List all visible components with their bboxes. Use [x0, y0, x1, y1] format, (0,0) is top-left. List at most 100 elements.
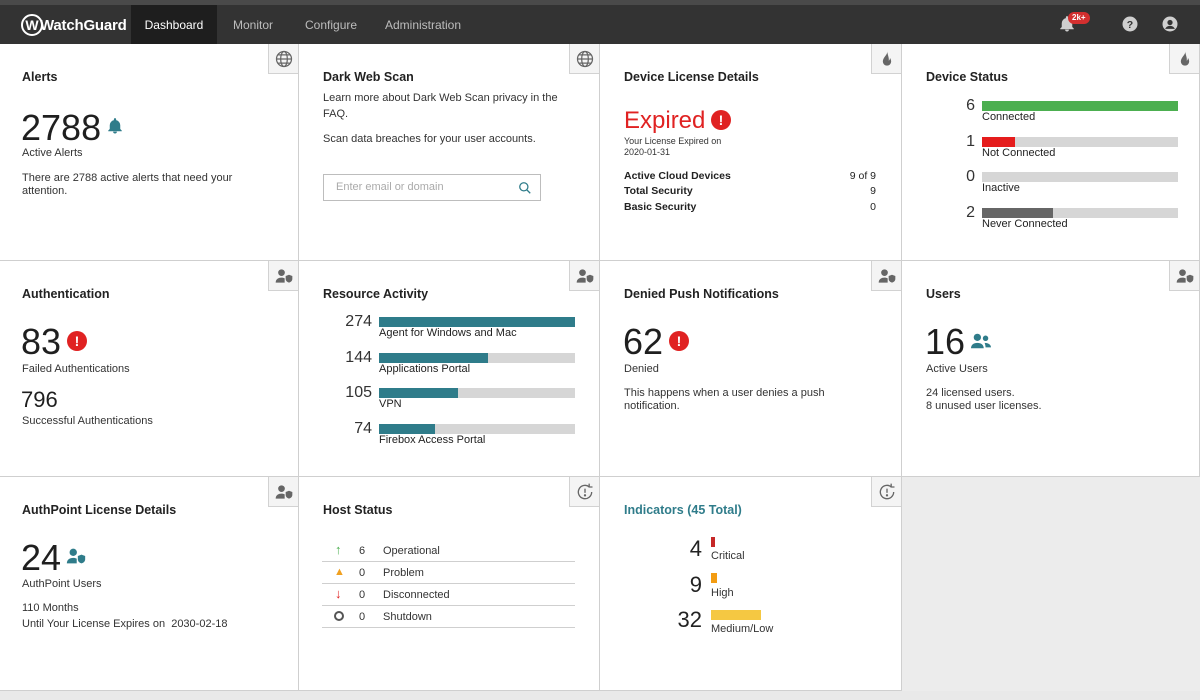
card-title: Denied Push Notifications [624, 287, 779, 301]
indicators-card[interactable]: Indicators (45 Total) [600, 477, 902, 691]
dark-web-scan-text: Scan data breaches for your user account… [323, 133, 536, 145]
refresh-alert-icon[interactable] [871, 477, 901, 507]
resource-bar-fill [379, 317, 575, 327]
success-auth-label: Successful Authentications [22, 415, 153, 427]
circle-icon [334, 611, 344, 621]
host-label: Operational [383, 545, 440, 557]
error-icon: ! [669, 331, 689, 351]
host-status-card[interactable]: Host Status [299, 477, 600, 691]
resource-activity-card[interactable]: Resource Activity [299, 261, 600, 477]
denied-description: This happens when a user denies a push n… [624, 387, 825, 412]
card-title: Device Status [926, 70, 1008, 84]
resource-label: VPN [379, 398, 402, 410]
device-count: 2 [966, 204, 975, 221]
card-title: Host Status [323, 503, 393, 517]
notification-badge: 2k+ [1068, 12, 1090, 24]
dark-web-scan-card[interactable]: Dark Web Scan [299, 44, 600, 261]
card-title: Alerts [22, 70, 58, 84]
license-expired-date: 2020-01-31 [624, 147, 671, 157]
alerts-card[interactable]: Alerts 2788 Active Alerts There are 2788… [0, 44, 299, 261]
users-card[interactable]: Users 16 Active Users 24 licensed users.… [902, 261, 1200, 477]
indicator-bar [711, 537, 715, 547]
card-title: Device License Details [624, 70, 759, 84]
user-shield-icon[interactable] [569, 261, 599, 291]
indicator-label: Critical [711, 550, 745, 562]
globe-icon[interactable] [268, 44, 298, 74]
warning-icon: ▲ [334, 566, 345, 578]
email-domain-input[interactable] [336, 181, 506, 193]
denied-count: 62 [623, 321, 664, 362]
resource-count: 74 [354, 420, 372, 437]
indicator-label: Medium/Low [711, 623, 774, 635]
resource-count: 274 [345, 313, 372, 330]
flame-icon[interactable] [1169, 44, 1199, 74]
top-strip [0, 0, 1200, 5]
indicator-count: 4 [689, 536, 702, 561]
status-label: Not Connected [982, 147, 1056, 159]
down-arrow-icon: ↓ [335, 586, 342, 601]
host-count: 6 [359, 545, 366, 557]
host-status-row[interactable]: ▲ 0 Problem [322, 562, 575, 584]
dark-web-privacy-link[interactable]: Learn more about Dark Web Scan privacy i… [323, 92, 558, 120]
resource-label: Firebox Access Portal [379, 434, 486, 446]
user-shield-icon[interactable] [268, 477, 298, 507]
host-label: Shutdown [383, 611, 432, 623]
device-count: 6 [966, 97, 975, 114]
indicators-title-link[interactable]: Indicators (45 Total) [624, 503, 742, 517]
card-title: AuthPoint License Details [22, 503, 177, 517]
authentication-card[interactable]: Authentication 83 ! Failed Authenticatio… [0, 261, 299, 477]
host-status-row[interactable]: ↑ 6 Operational [322, 540, 575, 562]
status-label: Connected [982, 111, 1036, 123]
globe-icon[interactable] [569, 44, 599, 74]
active-alerts-count: 2788 [21, 107, 102, 148]
user-shield-icon[interactable] [871, 261, 901, 291]
logo-mark-icon: W [21, 14, 43, 36]
tab-administration[interactable]: Administration [385, 17, 462, 32]
search-icon[interactable] [518, 181, 532, 195]
active-alerts-label: Active Alerts [22, 147, 83, 159]
resource-bar-fill [379, 353, 488, 363]
host-status-row[interactable]: ↓ 0 Disconnected [322, 584, 575, 606]
indicator-bar [711, 573, 717, 583]
license-row-label: Active Cloud Devices [624, 170, 731, 182]
dark-web-search-box[interactable] [323, 174, 541, 201]
device-count: 0 [966, 168, 975, 185]
device-count: 1 [966, 133, 975, 150]
resource-label: Applications Portal [379, 363, 471, 375]
status-bar [982, 101, 1178, 111]
host-count: 0 [359, 589, 366, 601]
host-status-row[interactable]: 0 Shutdown [322, 606, 575, 628]
flame-icon[interactable] [871, 44, 901, 74]
unused-licenses-text: 8 unused user licenses. [926, 400, 1042, 412]
tab-configure[interactable]: Configure [305, 17, 358, 32]
resource-bar-fill [379, 388, 459, 398]
authpoint-license-card[interactable]: AuthPoint License Details 24 AuthPoint U… [0, 477, 299, 691]
status-label: Never Connected [982, 218, 1068, 230]
indicator-count: 9 [689, 572, 702, 597]
user-account-icon[interactable] [1161, 15, 1179, 33]
host-label: Disconnected [383, 589, 450, 601]
tab-monitor[interactable]: Monitor [233, 17, 274, 32]
denied-label: Denied [624, 363, 659, 375]
license-row-value: 9 of 9 [849, 170, 876, 182]
error-icon: ! [67, 331, 87, 351]
active-users-count: 16 [925, 321, 966, 362]
license-status: Expired [624, 107, 706, 134]
resource-bar [379, 424, 575, 434]
help-icon[interactable]: ? [1121, 15, 1139, 33]
active-users-label: Active Users [926, 363, 988, 375]
status-bar [982, 208, 1178, 218]
indicator-label: High [711, 587, 734, 599]
host-label: Problem [383, 567, 424, 579]
user-shield-icon[interactable] [1169, 261, 1199, 291]
card-title: Resource Activity [323, 287, 429, 301]
user-shield-icon[interactable] [268, 261, 298, 291]
license-row-label: Total Security [624, 185, 693, 197]
watchguard-logo[interactable]: W WatchGuard [21, 13, 127, 37]
license-row-value: 0 [870, 201, 876, 213]
tab-dashboard[interactable]: Dashboard [131, 5, 217, 44]
denied-push-card[interactable]: Denied Push Notifications 62 ! Denied Th… [600, 261, 902, 477]
resource-count: 144 [345, 349, 372, 366]
device-license-card[interactable]: Device License Details [600, 44, 902, 261]
refresh-alert-icon[interactable] [569, 477, 599, 507]
